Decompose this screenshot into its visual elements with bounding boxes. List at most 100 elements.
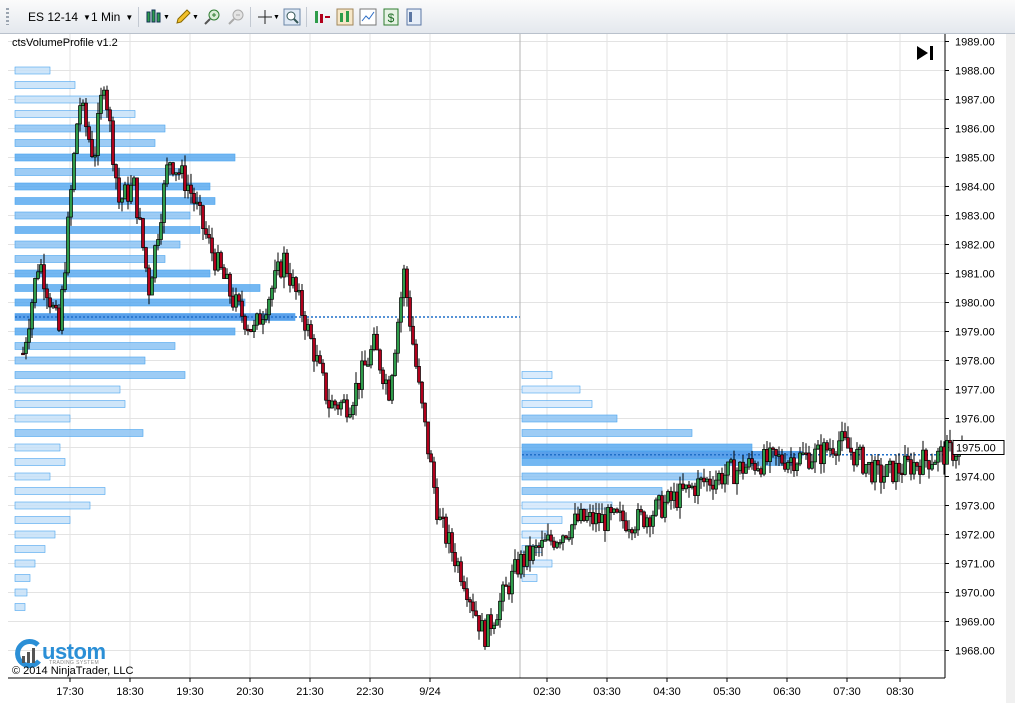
candle-body xyxy=(114,164,118,179)
candle-body xyxy=(777,454,781,457)
volume-profile-bar xyxy=(521,371,553,379)
candle-body xyxy=(471,601,475,612)
candle-body xyxy=(192,193,196,204)
data-box-icon[interactable]: $ xyxy=(382,8,400,26)
instrument-label: ES 12-14 xyxy=(28,10,79,24)
y-axis-tick-label: 1981.00 xyxy=(955,269,995,281)
candle-body xyxy=(678,483,682,508)
candle-body xyxy=(723,474,727,485)
candle-body xyxy=(264,314,268,320)
candle-body xyxy=(543,539,547,542)
candle-body xyxy=(201,205,205,230)
candle-body xyxy=(936,450,940,463)
toolbar-separator xyxy=(306,7,307,27)
chart-properties-icon[interactable] xyxy=(359,8,377,26)
candle-body xyxy=(486,614,490,647)
candle-body xyxy=(711,484,715,490)
candle-body xyxy=(927,460,931,470)
candle-body xyxy=(687,484,691,489)
candle-body xyxy=(255,313,259,326)
volume-profile-bar xyxy=(14,588,28,597)
candle-body xyxy=(129,184,133,202)
candle-body xyxy=(123,184,127,200)
svg-text:$: $ xyxy=(388,11,395,25)
price-chart[interactable]: 1968.00 1969.00 1970.00 1971.00 1972.00 1973.… xyxy=(0,34,1015,703)
drawing-pencil-icon[interactable] xyxy=(174,8,192,26)
candle-body xyxy=(873,460,877,483)
candle-body xyxy=(564,535,568,539)
candle-body xyxy=(375,333,379,351)
candle-body xyxy=(432,461,436,488)
candle-body xyxy=(690,485,694,489)
candle-body xyxy=(198,201,202,206)
candle-body xyxy=(798,452,802,465)
candle-body xyxy=(147,267,151,296)
candle-body xyxy=(876,460,880,466)
candle-body xyxy=(282,252,286,278)
instrument-selector[interactable]: ES 12-14 ▼ xyxy=(28,8,91,26)
candle-body xyxy=(567,537,571,540)
toolbar-separator xyxy=(250,7,251,27)
candle-body xyxy=(393,352,397,376)
candle-body xyxy=(363,360,367,366)
bar-type-icon[interactable] xyxy=(145,8,163,26)
candle-body xyxy=(246,328,250,332)
chevron-down-icon[interactable]: ▼ xyxy=(163,13,170,21)
indicators-icon[interactable] xyxy=(313,8,331,26)
candle-body xyxy=(225,273,229,279)
volume-profile-bar xyxy=(521,516,563,524)
candle-body xyxy=(126,184,130,202)
candle-body xyxy=(462,581,466,590)
candle-body xyxy=(795,463,799,471)
plot-area[interactable] xyxy=(8,34,945,678)
candle-body xyxy=(675,491,679,508)
candle-body xyxy=(894,462,898,483)
toolbar-grip[interactable] xyxy=(6,8,9,25)
candle-body xyxy=(456,561,460,567)
candle-body xyxy=(348,414,352,418)
candle-body xyxy=(21,352,25,356)
candle-body xyxy=(360,360,364,390)
volume-profile-bar xyxy=(14,211,191,220)
candle-body xyxy=(624,520,628,531)
interval-selector[interactable]: 1 Min ▼ xyxy=(91,8,133,26)
properties-icon[interactable] xyxy=(405,8,423,26)
candle-body xyxy=(378,349,382,371)
y-axis-tick-label: 1972.00 xyxy=(955,530,995,542)
candle-body xyxy=(792,457,796,471)
crosshair-icon[interactable] xyxy=(256,8,274,26)
candle-body xyxy=(51,304,55,308)
candle-body xyxy=(789,457,793,463)
logo-subtext: TRADING SYSTEM xyxy=(49,660,100,666)
candle-body xyxy=(783,462,787,470)
candle-body xyxy=(96,113,100,156)
strategies-icon[interactable] xyxy=(336,8,354,26)
y-axis-tick-label: 1988.00 xyxy=(955,66,995,78)
last-price-label: 1975.00 xyxy=(956,443,996,455)
candle-body xyxy=(84,102,88,128)
candle-body xyxy=(585,516,589,521)
chevron-down-icon: ▼ xyxy=(83,12,91,22)
chevron-down-icon[interactable]: ▼ xyxy=(273,13,280,21)
magnifier-icon[interactable] xyxy=(283,8,301,26)
candle-body xyxy=(459,561,463,583)
candle-body xyxy=(165,164,169,185)
candle-body xyxy=(132,177,136,186)
scroll-to-end-bar[interactable] xyxy=(930,46,933,60)
candle-body xyxy=(651,514,655,527)
volume-profile-bar xyxy=(14,356,146,365)
candle-body xyxy=(897,462,901,474)
chevron-down-icon[interactable]: ▼ xyxy=(192,13,199,21)
y-axis-tick-label: 1982.00 xyxy=(955,240,995,252)
candle-body xyxy=(408,297,412,327)
chart-canvas[interactable]: 1968.00 1969.00 1970.00 1971.00 1972.00 1973.… xyxy=(0,34,1015,703)
candle-body xyxy=(534,545,538,548)
candle-body xyxy=(54,304,58,309)
volume-profile-bar xyxy=(14,255,166,263)
candle-body xyxy=(447,532,451,544)
zoom-out-icon[interactable] xyxy=(227,8,245,26)
candle-body xyxy=(435,487,439,520)
zoom-in-icon[interactable] xyxy=(203,8,221,26)
scroll-to-end-icon[interactable] xyxy=(917,46,928,60)
volume-profile-bar xyxy=(521,414,618,423)
